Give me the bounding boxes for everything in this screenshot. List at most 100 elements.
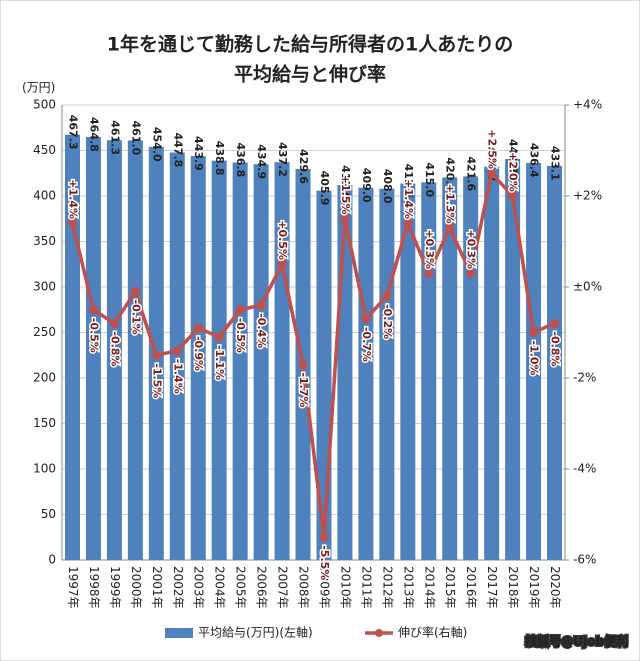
x-tick-label: 2005年 — [234, 566, 248, 609]
y2-tick-label: +2% — [573, 189, 602, 203]
y2-tick-label: -4% — [573, 462, 596, 476]
bar — [526, 162, 542, 560]
bar-value-label: 413.6 — [402, 164, 415, 199]
line-value-label: -1.0% — [528, 341, 541, 376]
line-value-label: +1.5% — [339, 175, 352, 215]
bar — [379, 188, 395, 560]
x-tick-label: 2010年 — [338, 566, 352, 609]
line-value-label: -0.5% — [87, 318, 100, 353]
line-marker — [130, 287, 140, 297]
x-tick-label: 2015年 — [443, 566, 457, 609]
bar — [358, 187, 374, 560]
bar — [232, 162, 248, 560]
x-tick-label: 2002年 — [171, 566, 185, 609]
x-tick-label: 2016年 — [464, 566, 478, 609]
line-marker — [403, 218, 413, 228]
line-value-label: +2.5% — [486, 129, 499, 169]
line-marker — [151, 350, 161, 360]
x-tick-label: 2004年 — [213, 566, 227, 609]
bar-value-label: 454.0 — [150, 127, 163, 162]
bar — [400, 183, 416, 560]
y2-tick-label: -6% — [573, 553, 596, 567]
bar-value-label: 437.2 — [276, 142, 289, 177]
x-tick-label: 2019年 — [527, 566, 541, 609]
line-value-label: -1.4% — [171, 359, 184, 394]
y-axis-label: (万円) — [22, 81, 55, 95]
line-value-label: -0.8% — [108, 331, 121, 366]
bar-value-label: 438.8 — [213, 141, 226, 176]
x-tick-label: 2020年 — [548, 566, 562, 609]
x-tick-label: 2013年 — [401, 566, 415, 609]
y2-tick-label: +4% — [573, 98, 602, 112]
x-tick-label: 2009年 — [317, 566, 331, 609]
x-tick-label: 1999年 — [108, 566, 122, 609]
line-value-label: -0.1% — [129, 300, 142, 335]
line-value-label: -1.5% — [150, 363, 163, 398]
x-tick-label: 2006年 — [255, 566, 269, 609]
bar — [484, 166, 500, 560]
x-tick-label: 2003年 — [192, 566, 206, 609]
y2-tick-label: -2% — [573, 371, 596, 385]
line-value-label: +1.3% — [444, 184, 457, 224]
bar-value-label: 447.8 — [171, 133, 184, 168]
bar-value-label: 408.0 — [381, 169, 394, 204]
bar — [85, 137, 101, 561]
chart-title: 平均給与と伸び率 — [234, 63, 386, 86]
line-value-label: -0.2% — [381, 304, 394, 339]
x-tick-label: 2007年 — [276, 566, 290, 609]
y2-tick-label: ±0% — [573, 280, 602, 294]
line-value-label: +2.0% — [507, 152, 520, 192]
bar — [274, 162, 290, 560]
line-value-label: -0.4% — [255, 313, 268, 348]
legend-swatch — [165, 628, 193, 638]
line-marker — [445, 223, 455, 233]
line-marker — [172, 346, 182, 356]
bar-value-label: 412.0 — [339, 165, 352, 200]
bar-value-label: 467.3 — [66, 115, 79, 150]
line-marker — [361, 314, 371, 324]
bar — [127, 140, 143, 561]
bar-value-label: 415.0 — [423, 162, 436, 197]
chart-title: 1年を通じて勤務した給与所得者の1人あたりの — [107, 33, 513, 56]
y-tick-label: 250 — [33, 325, 56, 339]
y-tick-label: 150 — [33, 416, 56, 430]
x-tick-label: 1998年 — [87, 566, 101, 609]
bar-value-label: 421.6 — [465, 156, 478, 191]
bar-value-label: 409.0 — [360, 168, 373, 203]
line-marker — [319, 532, 329, 542]
line-marker — [340, 214, 350, 224]
bar-value-label: 405.9 — [318, 171, 331, 206]
bar — [211, 160, 227, 560]
watermark: 搜狐号@Ujob便利 — [525, 634, 628, 649]
line-value-label: -0.9% — [192, 336, 205, 371]
line-value-label: -0.7% — [360, 327, 373, 362]
line-marker — [382, 291, 392, 301]
line-marker — [298, 359, 308, 369]
line-value-label: -0.5% — [234, 318, 247, 353]
bar-value-label: 461.3 — [108, 120, 121, 155]
bar-value-label: 464.8 — [87, 117, 100, 152]
y-tick-label: 350 — [33, 234, 56, 248]
bar-value-label: 433.1 — [549, 146, 562, 181]
bar — [169, 152, 185, 560]
bar — [190, 156, 206, 560]
line-marker — [214, 332, 224, 342]
y-tick-label: 0 — [48, 553, 56, 567]
legend-label: 伸び率(右軸) — [398, 625, 467, 640]
bar-value-label: 461.0 — [129, 120, 142, 155]
line-value-label: +1.4% — [66, 179, 79, 219]
x-tick-label: 2018年 — [506, 566, 520, 609]
bar-value-label: 443.9 — [192, 136, 205, 171]
line-marker — [487, 168, 497, 178]
line-value-label: +0.3% — [465, 229, 478, 269]
x-tick-label: 2012年 — [380, 566, 394, 609]
line-marker — [193, 323, 203, 333]
y-tick-label: 200 — [33, 371, 56, 385]
bar-value-label: 429.6 — [297, 149, 310, 184]
bar — [442, 177, 458, 560]
bar — [547, 165, 563, 560]
line-marker — [508, 191, 518, 201]
y-tick-label: 400 — [33, 189, 56, 203]
line-marker — [67, 218, 77, 228]
line-marker — [277, 259, 287, 269]
